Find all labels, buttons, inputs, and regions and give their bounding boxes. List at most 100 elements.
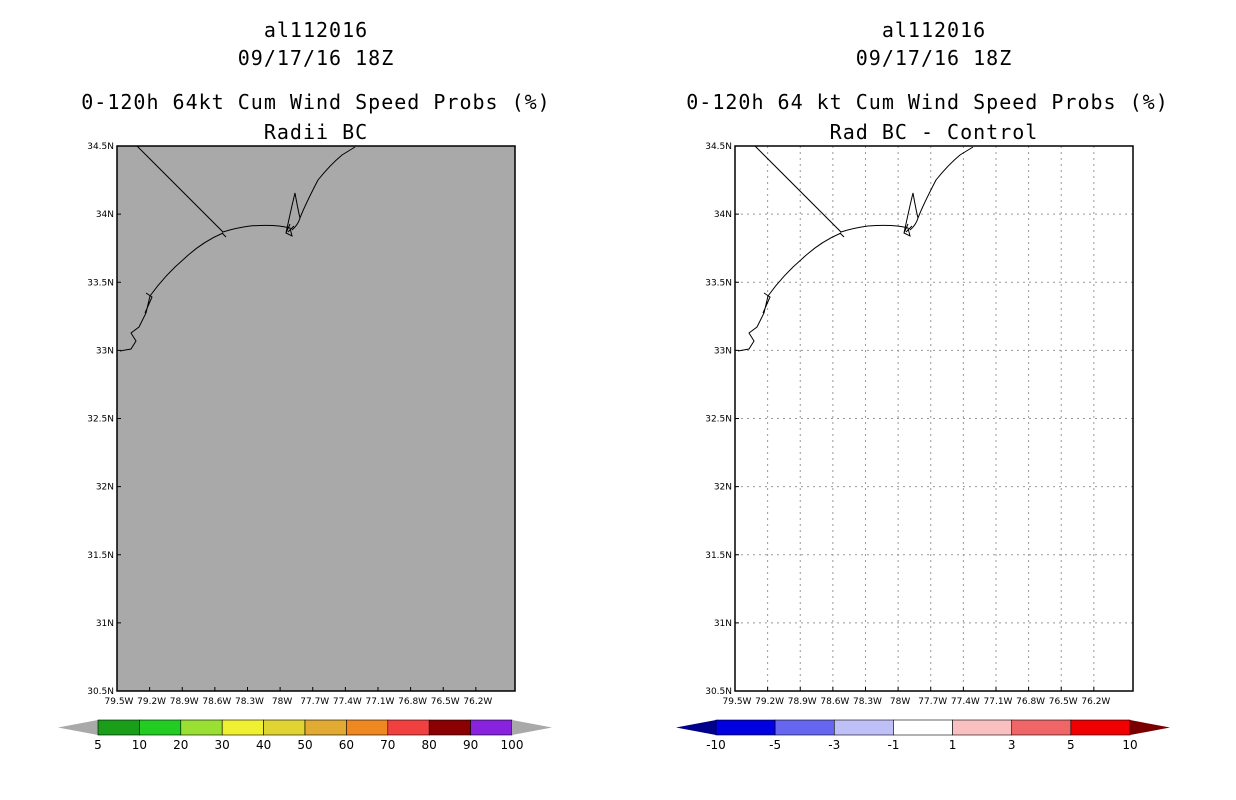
right-title-product: 0-120h 64 kt Cum Wind Speed Probs (%) [686, 90, 1169, 114]
lon-label: 79.5W [105, 697, 134, 707]
right-lon-labels: 79.5W 79.2W 78.9W 78.6W 78.3W 78W 77.7W 77.4W 77… [723, 697, 1111, 707]
coastline-inlet [839, 225, 913, 238]
lon-label: 76.2W [1081, 697, 1110, 707]
colorbar-label: 10 [1122, 738, 1137, 752]
colorbar-label: -10 [706, 738, 726, 752]
colorbar-label: 70 [380, 738, 395, 752]
lon-label: 79.2W [755, 697, 784, 707]
colorbar-segment [263, 719, 306, 736]
lon-label: 78.6W [820, 697, 849, 707]
coastline-path [737, 145, 974, 352]
colorbar-over-arrow [512, 720, 552, 735]
lon-label: 76.8W [1016, 697, 1045, 707]
right-title-date: 09/17/16 18Z [855, 46, 1013, 70]
colorbar-label: 10 [132, 738, 147, 752]
right-colorbar: -10 -5 -3 -1 1 3 5 10 [676, 719, 1170, 752]
lon-label: 78.3W [235, 697, 264, 707]
lat-label: 32.5N [87, 415, 114, 425]
lon-label: 77.4W [333, 697, 362, 707]
lon-label: 78.6W [202, 697, 231, 707]
lon-label: 77.7W [300, 697, 329, 707]
left-coastline [119, 145, 356, 352]
colorbar-label: -5 [769, 738, 781, 752]
colorbar-segment [1011, 719, 1072, 736]
lat-label: 30.5N [705, 687, 732, 697]
lat-label: 34N [714, 210, 732, 220]
colorbar-over-arrow [1130, 720, 1170, 735]
left-title-date: 09/17/16 18Z [237, 46, 395, 70]
lat-label: 33N [714, 346, 732, 356]
colorbar-segment [1070, 719, 1131, 736]
right-gridlines [735, 146, 1133, 691]
lat-label: 31.5N [87, 551, 114, 561]
left-lon-labels: 79.5W 79.2W 78.9W 78.6W 78.3W 78W 77.7W 77.4W 77… [105, 697, 493, 707]
colorbar-label: -1 [887, 738, 899, 752]
colorbar-label: 100 [501, 738, 524, 752]
lon-label: 78.9W [170, 697, 199, 707]
colorbar-segment [387, 719, 430, 736]
right-title-subtitle: Rad BC - Control [829, 120, 1039, 144]
colorbar-label: -3 [828, 738, 840, 752]
colorbar-segment [139, 719, 182, 736]
lat-label: 32N [714, 483, 732, 493]
colorbar-segment [428, 719, 471, 736]
lon-label: 77.1W [366, 697, 395, 707]
coastline-path [119, 145, 356, 352]
lon-label: 77.7W [918, 697, 947, 707]
left-colorbar: 5 10 20 30 40 50 60 70 80 90 100 [58, 719, 552, 752]
colorbar-segment [952, 719, 1013, 736]
left-title-storm-id: al112016 [263, 18, 369, 42]
colorbar-label: 60 [339, 738, 354, 752]
colorbar-segment [346, 719, 389, 736]
colorbar-label: 5 [94, 738, 102, 752]
left-lat-labels: 34.5N 34N 33.5N 33N 32.5N 32N 31.5N 31N 30.5N [87, 142, 114, 697]
lon-label: 78W [890, 697, 910, 707]
colorbar-label: 3 [1008, 738, 1016, 752]
lon-label: 78.9W [788, 697, 817, 707]
colorbar-segment [180, 719, 223, 736]
lat-label: 31.5N [705, 551, 732, 561]
lon-label: 77.1W [984, 697, 1013, 707]
colorbar-segment [304, 719, 347, 736]
colorbar-label: 50 [297, 738, 312, 752]
colorbar-segment [893, 719, 953, 736]
colorbar-segment [97, 719, 140, 736]
lon-label: 77.4W [951, 697, 980, 707]
lat-label: 34.5N [87, 142, 114, 152]
colorbar-segment [774, 719, 835, 736]
lon-label: 76.5W [431, 697, 460, 707]
colorbar-under-arrow [58, 720, 98, 735]
lat-label: 34.5N [705, 142, 732, 152]
lat-label: 32.5N [705, 415, 732, 425]
colorbar-label: 90 [463, 738, 478, 752]
left-map-fill [117, 146, 515, 691]
lon-label: 76.5W [1049, 697, 1078, 707]
colorbar-segment [833, 719, 894, 736]
left-title-subtitle: Radii BC [263, 120, 369, 144]
lat-label: 31N [714, 619, 732, 629]
colorbar-under-arrow [676, 720, 716, 735]
lon-label: 79.2W [137, 697, 166, 707]
colorbar-segment [715, 719, 776, 736]
lon-label: 78.3W [853, 697, 882, 707]
lat-label: 33.5N [87, 278, 114, 288]
colorbar-label: 5 [1067, 738, 1075, 752]
colorbar-segment [470, 719, 513, 736]
colorbar-label: 20 [173, 738, 188, 752]
right-title-storm-id: al112016 [881, 18, 987, 42]
lon-label: 79.5W [723, 697, 752, 707]
right-lat-labels: 34.5N 34N 33.5N 33N 32.5N 32N 31.5N 31N 30.5N [705, 142, 732, 697]
colorbar-segment [221, 719, 264, 736]
lat-label: 33.5N [705, 278, 732, 288]
lon-label: 76.2W [463, 697, 492, 707]
right-coastline [737, 145, 974, 352]
coastline-inlet [221, 225, 295, 238]
lat-label: 34N [96, 210, 114, 220]
lon-label: 76.8W [398, 697, 427, 707]
left-map-panel: 34.5N 34N 33.5N 33N 32.5N 32N 31.5N 31N 30.5N 79… [87, 142, 516, 707]
left-map-frame [116, 145, 516, 692]
lat-label: 31N [96, 619, 114, 629]
right-map-frame [734, 145, 1134, 692]
lat-label: 30.5N [87, 687, 114, 697]
